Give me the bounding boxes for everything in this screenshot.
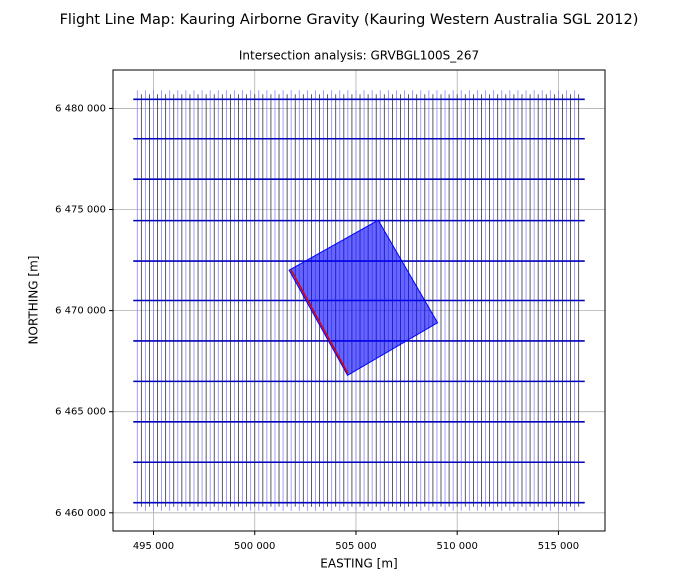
y-axis-label: NORTHING [m]: [27, 256, 41, 345]
y-tick-label: 6 460 000: [55, 508, 106, 519]
plot-frame: [112, 69, 606, 532]
x-tick-label: 500 000: [234, 541, 275, 552]
intersection-area: [288, 219, 439, 377]
x-tick-label: 515 000: [538, 541, 579, 552]
selected-line: [290, 269, 349, 374]
y-tick-label: 6 480 000: [55, 103, 106, 114]
chart-title: Flight Line Map: Kauring Airborne Gravit…: [60, 12, 639, 28]
x-tick-label: 510 000: [437, 541, 478, 552]
y-tick-label: 6 465 000: [55, 407, 106, 418]
plot-area: [113, 70, 605, 531]
x-axis-label: EASTING [m]: [320, 557, 397, 571]
x-tick-label: 505 000: [335, 541, 376, 552]
y-tick-label: 6 475 000: [55, 205, 106, 216]
y-tick-label: 6 470 000: [55, 306, 106, 317]
x-tick-label: 495 000: [133, 541, 174, 552]
chart-subtitle: Intersection analysis: GRVBGL100S_267: [239, 49, 479, 63]
